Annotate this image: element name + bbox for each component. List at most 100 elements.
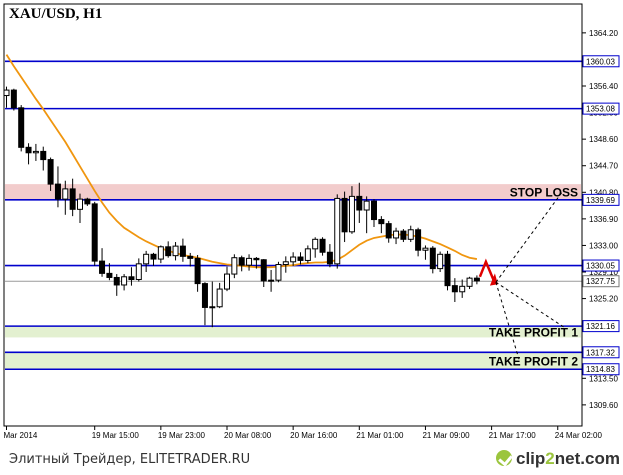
take-profit-1-label: TAKE PROFIT 1 bbox=[489, 325, 578, 339]
candle bbox=[319, 237, 326, 256]
candle bbox=[150, 252, 157, 266]
candle-body bbox=[231, 257, 238, 275]
current-price-label: 1327.75 bbox=[586, 277, 615, 286]
projection-take-profit-1 bbox=[495, 281, 565, 328]
candle bbox=[231, 254, 238, 279]
candle bbox=[32, 143, 39, 161]
candle bbox=[143, 250, 150, 273]
axis-layer: 1364.201356.401352.501348.601344.701340.… bbox=[3, 3, 620, 440]
footer-credit: Элитный Трейдер, ELITETRADER.RU bbox=[9, 452, 251, 467]
level-tag-1330.05: 1330.05 bbox=[582, 259, 620, 272]
level-tag-box bbox=[582, 320, 620, 333]
candle-body bbox=[172, 245, 179, 257]
candle bbox=[268, 269, 275, 292]
candle-body bbox=[25, 146, 32, 154]
candle-body bbox=[47, 159, 54, 185]
candle bbox=[334, 194, 341, 269]
candle bbox=[40, 146, 47, 171]
candle-body bbox=[400, 230, 407, 240]
candle-body bbox=[407, 229, 414, 240]
current-price-box bbox=[582, 275, 620, 288]
candle-body bbox=[91, 203, 98, 262]
candle bbox=[135, 258, 142, 282]
candle bbox=[165, 241, 172, 258]
clip2net-logo[interactable]: clip2net.com bbox=[496, 449, 620, 469]
level-tag-label: 1317.32 bbox=[586, 348, 615, 357]
candle bbox=[415, 227, 422, 257]
candle-body bbox=[334, 197, 341, 265]
logo-text-c: net.com bbox=[554, 449, 620, 468]
candle-body bbox=[179, 245, 186, 257]
grid-layer bbox=[5, 60, 582, 371]
candle-body bbox=[341, 197, 348, 233]
candle-body bbox=[77, 198, 83, 210]
candle bbox=[47, 157, 54, 191]
candle-body bbox=[246, 257, 253, 266]
candle-body bbox=[260, 259, 267, 282]
level-tag-1353.08: 1353.08 bbox=[582, 102, 620, 115]
candle-body bbox=[106, 272, 113, 278]
level-tag-1321.16: 1321.16 bbox=[582, 320, 620, 333]
level-tag-label: 1321.16 bbox=[586, 322, 615, 331]
chart-title: XAU/USD, H1 bbox=[9, 6, 103, 22]
candle bbox=[356, 182, 363, 223]
candle-body bbox=[150, 253, 157, 260]
candle bbox=[385, 220, 392, 243]
candle bbox=[378, 216, 385, 234]
candle-body bbox=[268, 279, 275, 282]
level-tag-box bbox=[582, 193, 620, 206]
candle bbox=[113, 274, 120, 296]
candle-body bbox=[187, 255, 194, 259]
candle-body bbox=[135, 263, 142, 281]
candle bbox=[54, 166, 61, 208]
candle bbox=[400, 229, 407, 243]
candle bbox=[260, 259, 267, 288]
candle bbox=[282, 256, 289, 273]
candle bbox=[18, 105, 25, 152]
candle-body bbox=[194, 257, 201, 285]
candle bbox=[341, 191, 348, 243]
candle-body bbox=[238, 257, 245, 266]
level-tag-1360.03: 1360.03 bbox=[582, 55, 620, 68]
candle bbox=[25, 143, 32, 165]
level-tag-label: 1360.03 bbox=[586, 57, 615, 66]
candle bbox=[422, 245, 429, 260]
candle-body bbox=[84, 198, 91, 205]
candle-body bbox=[363, 200, 370, 211]
y-tick-label: 1333.00 bbox=[589, 241, 618, 250]
candle-body bbox=[319, 238, 326, 253]
candle bbox=[363, 196, 370, 234]
x-tick-label: 21 Mar 01:00 bbox=[356, 431, 404, 440]
candle bbox=[187, 252, 194, 267]
candle-body bbox=[253, 257, 260, 261]
candle-body bbox=[429, 247, 436, 270]
candle-body bbox=[143, 253, 150, 265]
y-tick-label: 1329.10 bbox=[589, 268, 618, 277]
projection-stop-loss bbox=[495, 189, 565, 283]
candle bbox=[253, 257, 260, 269]
candle bbox=[216, 282, 223, 309]
candle bbox=[304, 245, 311, 264]
candle-body bbox=[157, 246, 164, 260]
projection-take-profit-2 bbox=[495, 282, 520, 360]
candle bbox=[459, 279, 466, 298]
y-tick-label: 1364.20 bbox=[589, 29, 618, 38]
candle-body bbox=[304, 248, 311, 261]
candle-body bbox=[282, 261, 289, 266]
y-tick-label: 1313.50 bbox=[589, 374, 618, 383]
logo-text-b: 2 bbox=[545, 449, 555, 468]
candle bbox=[77, 193, 83, 223]
candle-body bbox=[312, 238, 319, 250]
candle-body bbox=[437, 253, 444, 270]
annotations-layer: STOP LOSS TAKE PROFIT 1 TAKE PROFIT 2 bbox=[478, 185, 578, 368]
level-tag-box bbox=[582, 259, 620, 272]
candle-body bbox=[371, 200, 377, 221]
candle bbox=[348, 186, 355, 234]
level-tag-1317.32: 1317.32 bbox=[582, 346, 620, 359]
current-price-tag: 1327.75 bbox=[582, 275, 620, 288]
candle bbox=[429, 246, 436, 274]
candle-body bbox=[216, 288, 223, 308]
candle-body bbox=[275, 264, 282, 281]
candle-body bbox=[3, 89, 10, 97]
